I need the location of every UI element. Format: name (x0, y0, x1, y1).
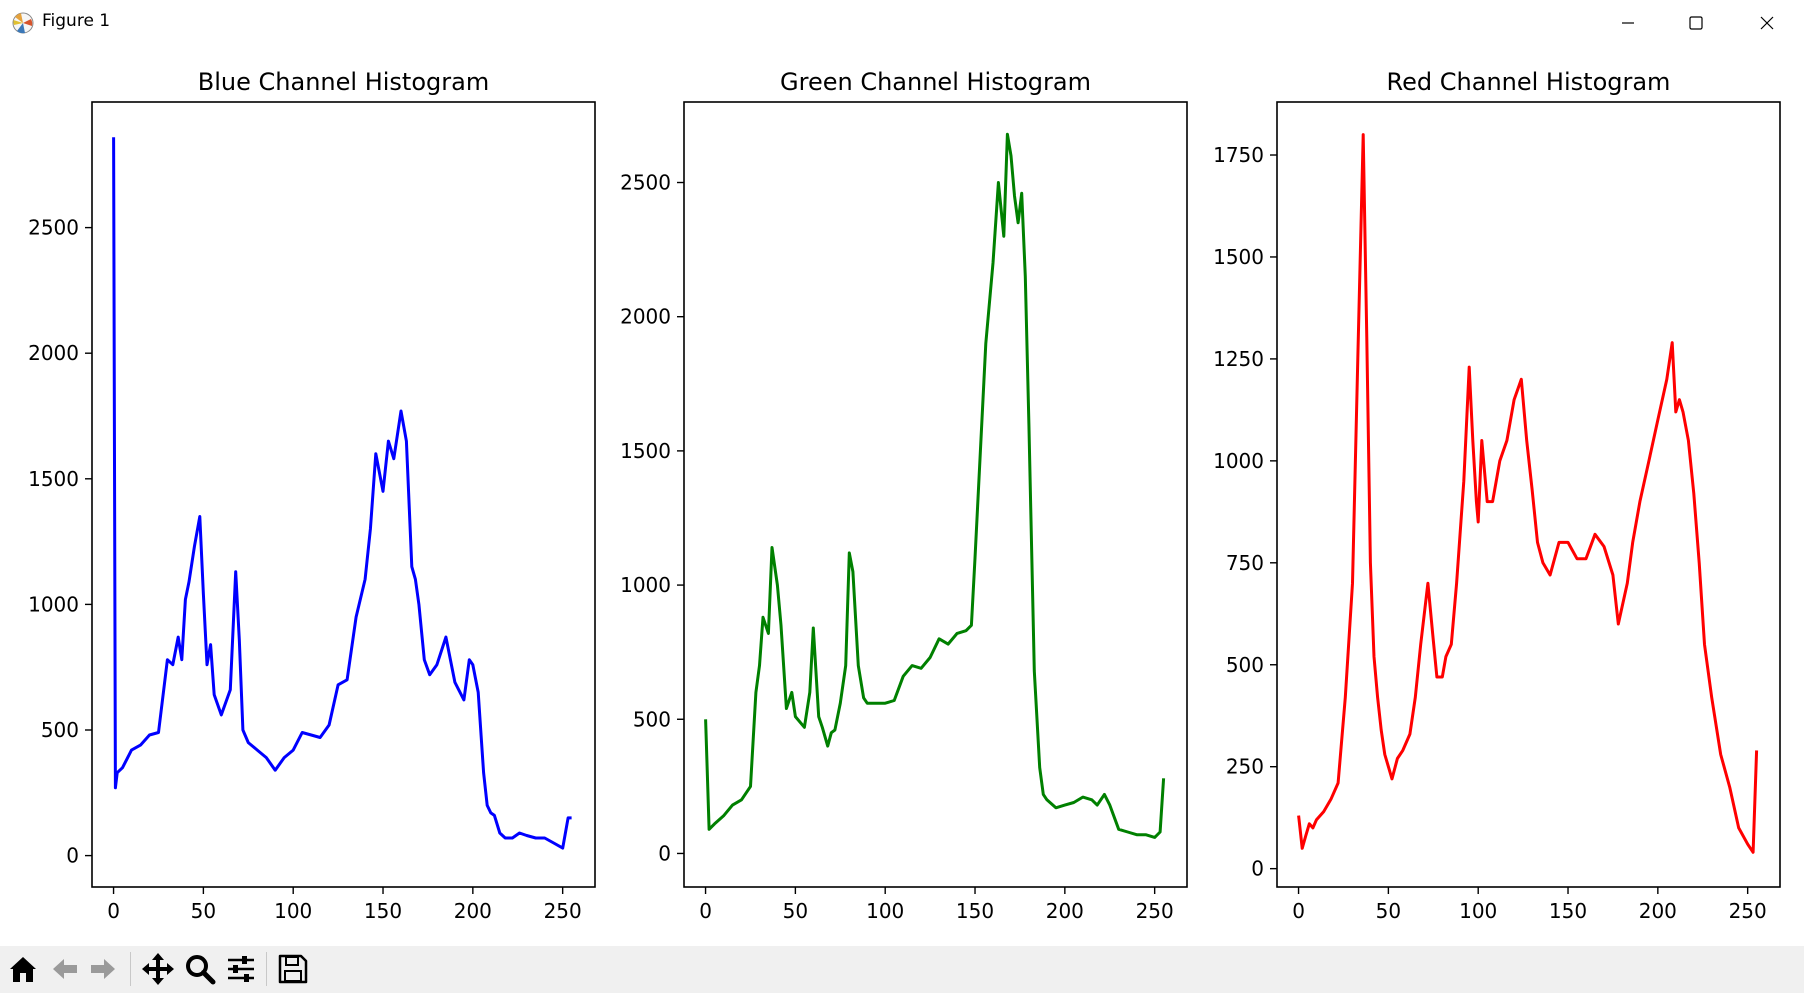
x-tick-label: 200 (454, 899, 492, 923)
x-tick-label: 150 (1549, 899, 1587, 923)
y-tick-label: 500 (1226, 653, 1264, 677)
pan-button[interactable] (137, 948, 179, 990)
x-tick-label: 150 (364, 899, 402, 923)
x-tick-label: 100 (1459, 899, 1497, 923)
y-tick-label: 500 (41, 718, 79, 742)
series-line (704, 132, 1166, 839)
chart-title: Red Channel Histogram (1387, 68, 1671, 96)
move-arrows-icon (142, 953, 174, 985)
x-tick-label: 250 (1136, 899, 1174, 923)
y-tick-label: 1000 (620, 573, 671, 597)
arrow-left-icon (53, 959, 77, 979)
matplotlib-figure-icon (12, 12, 34, 34)
x-tick-label: 0 (107, 899, 120, 923)
x-tick-label: 50 (783, 899, 808, 923)
x-tick-label: 100 (274, 899, 312, 923)
y-tick-label: 500 (633, 707, 671, 731)
x-tick-label: 200 (1046, 899, 1084, 923)
y-tick-label: 2500 (28, 216, 79, 240)
window-title: Figure 1 (42, 11, 111, 31)
x-tick-label: 250 (1729, 899, 1767, 923)
toolbar-separator (266, 952, 267, 986)
configure-subplots-button[interactable] (220, 948, 262, 990)
home-button[interactable] (2, 948, 44, 990)
close-icon (1760, 16, 1774, 30)
toolbar-separator (130, 952, 131, 986)
minimize-button[interactable] (1593, 0, 1663, 46)
y-tick-label: 1250 (1213, 347, 1264, 371)
y-tick-label: 1750 (1213, 143, 1264, 167)
chart-title: Blue Channel Histogram (198, 68, 489, 96)
forward-button[interactable] (82, 948, 124, 990)
x-tick-label: 50 (1376, 899, 1401, 923)
series-line (112, 137, 572, 850)
y-tick-label: 750 (1226, 551, 1264, 575)
save-button[interactable] (272, 948, 314, 990)
maximize-button[interactable] (1661, 0, 1731, 46)
y-tick-label: 0 (66, 844, 79, 868)
back-button[interactable] (44, 948, 86, 990)
x-tick-label: 0 (1292, 899, 1305, 923)
y-tick-label: 1000 (1213, 449, 1264, 473)
y-tick-label: 2000 (620, 305, 671, 329)
axes-frame (683, 101, 1188, 888)
x-tick-label: 50 (191, 899, 216, 923)
y-tick-label: 2000 (28, 341, 79, 365)
title-bar[interactable]: Figure 1 (0, 0, 1804, 46)
y-tick-label: 250 (1226, 755, 1264, 779)
x-tick-label: 100 (866, 899, 904, 923)
sliders-icon (228, 956, 254, 982)
subplot-red: Red Channel Histogram 0 50 100 150 200 250 0 250… (1213, 68, 1781, 923)
zoom-button[interactable] (179, 948, 221, 990)
minimize-icon (1622, 22, 1634, 24)
y-tick-label: 1500 (620, 439, 671, 463)
navigation-toolbar (0, 946, 1804, 993)
y-tick-label: 2500 (620, 171, 671, 195)
y-tick-label: 0 (658, 841, 671, 865)
x-tick-label: 150 (956, 899, 994, 923)
maximize-icon (1689, 16, 1703, 30)
y-tick-label: 0 (1251, 857, 1264, 881)
y-tick-label: 1000 (28, 592, 79, 616)
x-tick-label: 0 (699, 899, 712, 923)
arrow-right-icon (91, 959, 115, 979)
series-line (1297, 133, 1759, 854)
chart-title: Green Channel Histogram (780, 68, 1091, 96)
x-tick-label: 200 (1639, 899, 1677, 923)
floppy-disk-icon (278, 954, 308, 984)
y-tick-label: 1500 (28, 467, 79, 491)
magnifier-icon (186, 955, 216, 985)
y-tick-label: 1500 (1213, 245, 1264, 269)
axes-frame (1276, 101, 1781, 888)
axes-frame (91, 101, 596, 888)
x-tick-label: 250 (544, 899, 582, 923)
home-icon (10, 957, 36, 982)
close-button[interactable] (1732, 0, 1802, 46)
